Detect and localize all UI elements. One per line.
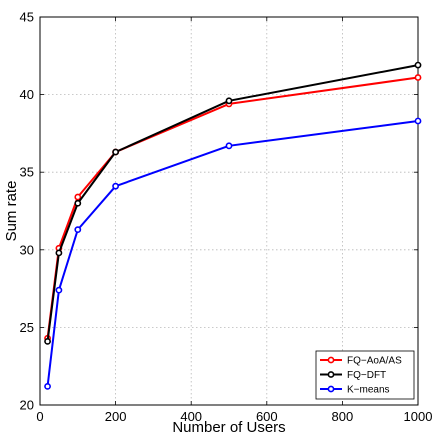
legend-item: FQ−AoA/AS: [320, 356, 402, 367]
series-line: [46, 64, 419, 342]
legend-item: K−means: [320, 385, 390, 396]
series-line: [46, 119, 419, 387]
legend-label: FQ−DFT: [347, 370, 386, 381]
axis-ticks: 0 200 400 600 800 1000 20 25 30 35 40 45: [20, 10, 433, 425]
legend-label: K−means: [347, 385, 390, 396]
legend-swatch-marker: [327, 385, 335, 393]
data-point: [44, 337, 51, 345]
y-tick-label: 20: [20, 398, 34, 413]
legend-label: FQ−AoA/AS: [347, 356, 402, 367]
x-tick-label: 600: [256, 409, 278, 424]
series-line: [46, 76, 419, 339]
data-point: [112, 148, 119, 156]
x-tick-label: 1000: [404, 409, 433, 424]
y-tick-label: 25: [20, 320, 34, 335]
legend-item: FQ−DFT: [320, 370, 386, 381]
data-point: [55, 249, 63, 257]
data-point: [112, 182, 119, 190]
x-tick-label: 800: [332, 409, 354, 424]
x-tick-label: 200: [105, 409, 127, 424]
series-2: [44, 117, 422, 390]
series-0: [44, 74, 422, 342]
y-tick-label: 40: [20, 87, 34, 102]
data-point: [74, 226, 82, 234]
legend-swatch-marker: [327, 371, 335, 378]
data-point: [74, 193, 82, 201]
data-point: [414, 117, 422, 125]
series-1: [44, 61, 422, 345]
data-point: [225, 142, 233, 150]
x-tick-label: 400: [180, 409, 202, 424]
x-axis-title: Number of Users: [172, 419, 285, 436]
data-point: [55, 286, 63, 294]
data-point: [44, 382, 51, 390]
legend: FQ−AoA/AS FQ−DFT K−means: [315, 350, 415, 400]
y-axis-title: Sum rate: [3, 181, 20, 242]
legend-swatch-marker: [327, 356, 335, 364]
plot-frame: [39, 16, 419, 406]
x-tick-label: 0: [36, 409, 43, 424]
data-point: [225, 97, 233, 105]
data-point: [414, 74, 422, 81]
data-point: [414, 61, 422, 69]
y-tick-label: 45: [20, 10, 34, 25]
y-tick-label: 35: [20, 165, 34, 180]
grid-lines: [40, 17, 418, 405]
y-tick-label: 30: [20, 242, 34, 257]
data-point: [74, 199, 82, 207]
series-layer: [44, 61, 422, 390]
